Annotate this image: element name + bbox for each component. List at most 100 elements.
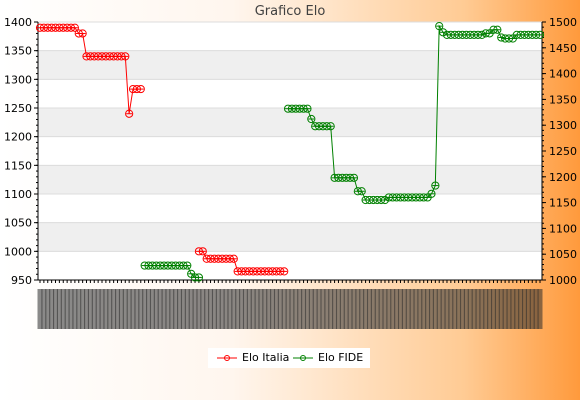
data-point-elo-italia bbox=[121, 52, 130, 61]
x-tick-label bbox=[479, 289, 485, 329]
grid-band bbox=[38, 165, 542, 194]
grid-band bbox=[38, 222, 542, 252]
left-tick-label: 1150 bbox=[4, 159, 32, 172]
x-tick-label bbox=[211, 289, 217, 329]
x-tick-label bbox=[49, 289, 55, 329]
right-tick-label: 1150 bbox=[549, 197, 577, 210]
left-tick-label: 1000 bbox=[4, 245, 32, 258]
x-tick-label bbox=[289, 289, 295, 329]
x-tick-label bbox=[60, 289, 66, 329]
x-tick-label bbox=[45, 289, 51, 329]
x-tick-label bbox=[99, 289, 105, 329]
x-tick-label bbox=[304, 289, 310, 329]
x-tick-label bbox=[490, 289, 496, 329]
x-tick-label bbox=[87, 289, 93, 329]
data-point-elo-fide bbox=[194, 273, 204, 282]
data-point-elo-fide bbox=[435, 22, 444, 31]
left-tick-label: 1250 bbox=[4, 102, 32, 115]
x-tick-label bbox=[37, 289, 43, 329]
x-tick-label bbox=[95, 289, 101, 329]
x-tick-label bbox=[80, 289, 86, 329]
x-tick-label bbox=[405, 289, 411, 329]
x-tick-label bbox=[130, 289, 136, 329]
x-tick-label bbox=[463, 289, 469, 329]
data-point-elo-fide bbox=[477, 30, 486, 40]
x-tick-label bbox=[421, 289, 427, 329]
x-tick-label bbox=[510, 289, 516, 329]
right-tick-label: 1400 bbox=[549, 68, 577, 81]
x-tick-label bbox=[525, 289, 531, 329]
data-point-elo-fide bbox=[303, 104, 312, 113]
x-tick-label bbox=[417, 289, 423, 329]
data-point-elo-fide bbox=[326, 122, 335, 131]
x-tick-label bbox=[440, 289, 446, 329]
legend-label-elo-fide: Elo FIDE bbox=[318, 351, 364, 364]
x-tick-label bbox=[312, 289, 318, 329]
x-tick-label bbox=[456, 289, 462, 329]
x-tick-label bbox=[277, 289, 283, 329]
x-tick-label bbox=[76, 289, 82, 329]
data-point-elo-fide bbox=[535, 30, 545, 40]
x-tick-label bbox=[266, 289, 272, 329]
x-tick-label bbox=[444, 289, 450, 329]
left-tick-label: 950 bbox=[11, 274, 32, 287]
x-tick-label bbox=[335, 289, 341, 329]
x-tick-label bbox=[219, 289, 225, 329]
grid-band bbox=[38, 108, 542, 137]
x-tick-label bbox=[386, 289, 392, 329]
data-point-elo-italia bbox=[70, 23, 79, 32]
data-point-elo-italia bbox=[78, 29, 87, 38]
x-tick-label bbox=[297, 289, 303, 329]
x-tick-label bbox=[118, 289, 124, 329]
x-tick-label bbox=[382, 289, 388, 329]
x-tick-label bbox=[126, 289, 132, 329]
x-tick-label bbox=[521, 289, 527, 329]
x-tick-label bbox=[533, 289, 539, 329]
right-tick-label: 1200 bbox=[549, 171, 577, 184]
x-tick-label bbox=[142, 289, 148, 329]
x-tick-label bbox=[363, 289, 369, 329]
x-tick-label bbox=[448, 289, 454, 329]
x-tick-label bbox=[452, 289, 458, 329]
data-point-elo-fide bbox=[493, 25, 502, 34]
x-tick-label bbox=[359, 289, 365, 329]
x-tick-label bbox=[351, 289, 357, 329]
left-tick-label: 1400 bbox=[4, 16, 32, 29]
x-tick-label bbox=[413, 289, 419, 329]
x-tick-label bbox=[231, 289, 237, 329]
x-tick-label bbox=[41, 289, 47, 329]
x-tick-label bbox=[370, 289, 376, 329]
x-tick-label bbox=[68, 289, 74, 329]
x-tick-label bbox=[301, 289, 307, 329]
x-tick-label bbox=[293, 289, 299, 329]
data-point-elo-italia bbox=[280, 267, 289, 276]
data-point-elo-fide bbox=[427, 189, 436, 198]
x-tick-label bbox=[281, 289, 287, 329]
x-tick-label bbox=[134, 289, 140, 329]
right-tick-label: 1000 bbox=[549, 274, 577, 287]
x-tick-label bbox=[285, 289, 291, 329]
x-tick-label bbox=[254, 289, 260, 329]
chart-title: Grafico Elo bbox=[254, 4, 326, 19]
x-tick-label bbox=[436, 289, 442, 329]
x-tick-label bbox=[223, 289, 229, 329]
x-tick-label bbox=[262, 289, 268, 329]
x-tick-label bbox=[390, 289, 396, 329]
x-tick-label bbox=[242, 289, 248, 329]
x-tick-label bbox=[487, 289, 493, 329]
x-tick-label bbox=[432, 289, 438, 329]
right-tick-label: 1300 bbox=[549, 119, 577, 132]
data-point-elo-fide bbox=[357, 187, 366, 196]
x-tick-label bbox=[235, 289, 241, 329]
x-tick-label bbox=[494, 289, 500, 329]
x-tick-label bbox=[459, 289, 465, 329]
x-tick-label bbox=[537, 289, 543, 329]
x-tick-label bbox=[196, 289, 202, 329]
x-tick-label bbox=[64, 289, 70, 329]
x-tick-label bbox=[518, 289, 524, 329]
x-tick-label bbox=[84, 289, 90, 329]
x-tick-label bbox=[91, 289, 97, 329]
right-tick-label: 1100 bbox=[549, 222, 577, 235]
